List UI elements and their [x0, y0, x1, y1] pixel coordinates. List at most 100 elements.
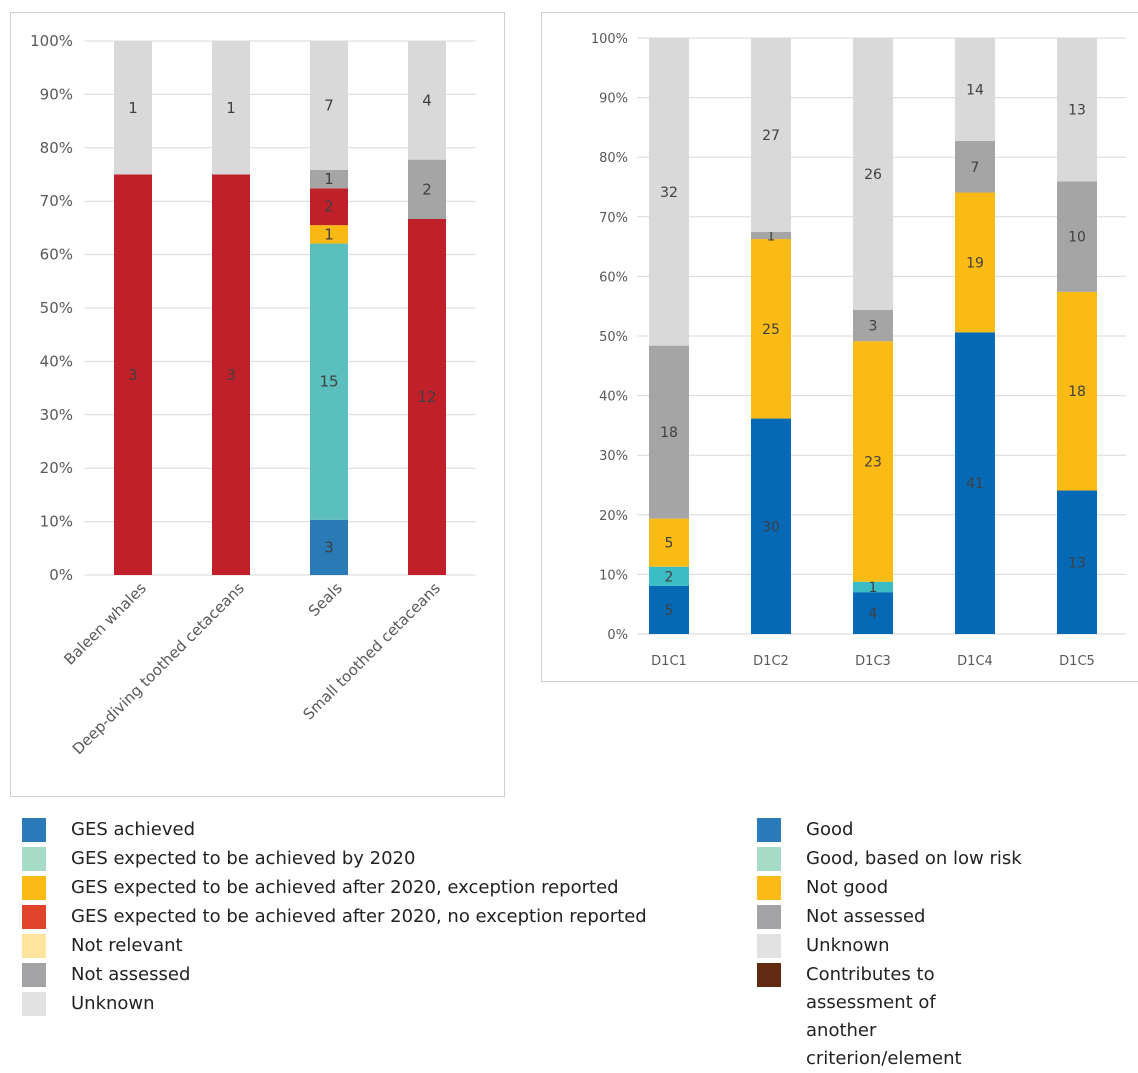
bar-segment [310, 41, 348, 170]
data-label: 1 [226, 99, 236, 117]
bar-segment [1057, 291, 1097, 491]
legend-swatch [757, 963, 781, 987]
y-tick-label: 30% [40, 406, 73, 424]
y-tick-label: 30% [599, 449, 628, 464]
data-label: 41 [966, 476, 984, 492]
bar-segment [853, 38, 893, 310]
data-label: 27 [762, 128, 780, 144]
data-label: 30 [762, 519, 780, 535]
bar-segment [1057, 490, 1097, 634]
y-tick-label: 20% [40, 459, 73, 477]
bar-segment [310, 188, 348, 226]
bar-segment [853, 592, 893, 634]
bar-segment [408, 219, 446, 575]
y-tick-label: 70% [599, 211, 628, 226]
bar-segment [114, 174, 152, 575]
bar-segment [751, 38, 791, 232]
data-label: 1 [324, 225, 334, 243]
legend-right: Good Good, based on low risk Not good Not a… [757, 818, 1138, 1069]
y-tick-label: 100% [591, 32, 628, 47]
y-tick-label: 60% [40, 246, 73, 264]
y-tick-label: 90% [599, 92, 628, 107]
legend-swatch [757, 818, 781, 842]
data-label: 18 [660, 425, 678, 441]
legend-swatch [22, 847, 46, 871]
legend-label: GES expected to be achieved after 2020, … [71, 877, 619, 898]
y-tick-label: 60% [599, 270, 628, 285]
data-label: 3 [128, 366, 138, 384]
data-label: 3 [324, 538, 334, 556]
bar-segment [649, 585, 689, 634]
bar-segment [649, 518, 689, 567]
y-tick-label: 80% [40, 139, 73, 157]
data-label: 12 [417, 388, 436, 406]
data-label: 13 [1068, 103, 1086, 119]
data-label: 1 [324, 170, 334, 188]
data-label: 2 [665, 569, 674, 585]
data-label: 26 [864, 167, 882, 183]
data-label: 15 [319, 373, 338, 391]
data-label: 10 [1068, 230, 1086, 246]
legend-swatch [757, 905, 781, 929]
data-label: 32 [660, 185, 678, 201]
bar-segment [310, 225, 348, 244]
legend-swatch [757, 934, 781, 958]
data-label: 14 [966, 83, 984, 99]
bar-segment [649, 38, 689, 346]
legend-left: GES achieved GES expected to be achieved … [22, 818, 742, 1028]
data-label: 1 [767, 228, 776, 244]
x-tick-label: Seals [305, 579, 346, 620]
data-label: 7 [971, 160, 980, 176]
x-tick-label: Deep-diving toothed cetaceans [69, 579, 248, 758]
data-label: 4 [869, 606, 878, 622]
bar-segment [310, 519, 348, 575]
bar-segment [853, 309, 893, 342]
legend-label: Unknown [71, 993, 155, 1014]
bar-segment [955, 192, 995, 333]
legend-label: Not assessed [806, 906, 926, 927]
bar-segment [408, 41, 446, 160]
bar-segment [310, 243, 348, 520]
legend-label: Good [806, 819, 854, 840]
y-tick-label: 10% [40, 513, 73, 531]
legend-swatch [757, 847, 781, 871]
data-label: 5 [665, 603, 674, 619]
data-label: 3 [869, 319, 878, 335]
bar-segment [212, 174, 250, 575]
legend-swatch [22, 992, 46, 1016]
bar-segment [751, 231, 791, 240]
y-tick-label: 50% [40, 299, 73, 317]
x-tick-label: D1C5 [1059, 654, 1095, 669]
x-tick-label: D1C2 [753, 654, 789, 669]
bar-segment [853, 341, 893, 582]
legend-label: Not assessed [71, 964, 191, 985]
data-label: 25 [762, 322, 780, 338]
bar-segment [649, 345, 689, 519]
x-tick-label: D1C1 [651, 654, 687, 669]
y-tick-label: 20% [599, 509, 628, 524]
data-label: 5 [665, 536, 674, 552]
legend-label: Good, based on low risk [806, 848, 1022, 869]
data-label: 2 [324, 198, 334, 216]
bar-segment [955, 332, 995, 634]
data-label: 23 [864, 454, 882, 470]
data-label: 1 [128, 99, 138, 117]
legend-label: GES expected to be achieved by 2020 [71, 848, 416, 869]
chart-left-panel: 0% 10% 20% 30% 40% 50% 60% 70% 80% 90% 100% 3 1 Balee… [10, 12, 505, 797]
y-tick-label: 90% [40, 85, 73, 103]
legend-label: GES expected to be achieved after 2020, … [71, 906, 647, 927]
y-tick-label: 10% [599, 568, 628, 583]
legend-label: GES achieved [71, 819, 196, 840]
bar-segment [408, 159, 446, 219]
y-tick-label: 80% [599, 151, 628, 166]
y-tick-label: 0% [607, 628, 628, 643]
data-label: 3 [226, 366, 236, 384]
data-label: 18 [1068, 384, 1086, 400]
y-tick-label: 50% [599, 330, 628, 345]
x-tick-label: Baleen whales [60, 579, 150, 669]
y-tick-label: 100% [30, 32, 73, 50]
data-label: 13 [1068, 555, 1086, 571]
x-tick-label: D1C3 [855, 654, 891, 669]
chart-right-svg: 0%10%20%30%40%50%60%70%80%90%100%5251832… [591, 32, 1126, 669]
bar-segment [1057, 181, 1097, 292]
